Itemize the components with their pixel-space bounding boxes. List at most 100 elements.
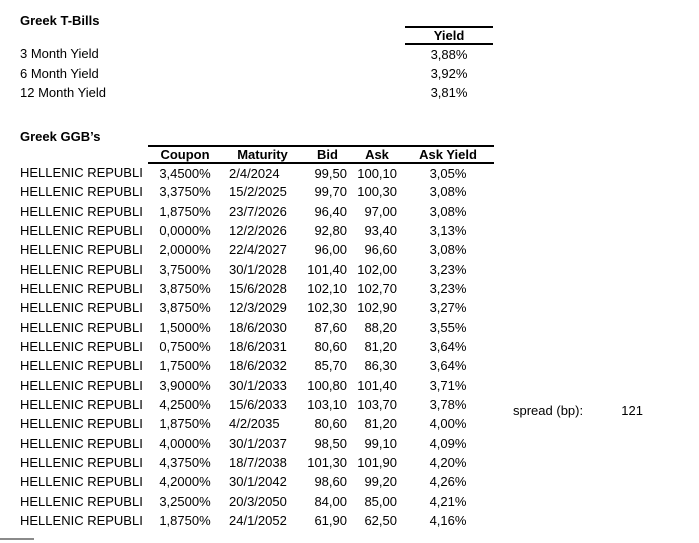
ggbs-header-spacer — [20, 146, 148, 163]
bond-bid: 87,60 — [314, 319, 347, 335]
bond-coupon: 3,8750% — [159, 300, 211, 316]
bond-bid: 96,00 — [314, 242, 347, 258]
bond-coupon: 1,8750% — [159, 416, 211, 432]
bond-issuer: HELLENIC REPUBLI — [20, 339, 143, 355]
bond-bid: 98,50 — [314, 435, 347, 451]
bond-ask-yield: 4,21% — [429, 493, 467, 509]
bond-issuer: HELLENIC REPUBLI — [20, 358, 143, 374]
ggb-bond-row: HELLENIC REPUBLI 3,4500% 2/4/2024 99,50 100,… — [20, 163, 494, 182]
bond-bid: 98,60 — [314, 474, 347, 490]
bond-maturity: 15/6/2033 — [229, 397, 287, 413]
bond-issuer: HELLENIC REPUBLI — [20, 377, 143, 393]
ggb-bond-row: HELLENIC REPUBLI 0,7500% 18/6/2031 80,60 81,… — [20, 337, 494, 356]
bond-maturity: 12/2/2026 — [229, 223, 287, 239]
bond-bid: 61,90 — [314, 513, 347, 529]
bond-maturity: 15/2/2025 — [229, 184, 287, 200]
bond-maturity: 18/6/2031 — [229, 339, 287, 355]
partial-cell-border — [0, 538, 34, 540]
ggbs-column-header: Coupon — [148, 145, 222, 164]
tbill-row: 12 Month Yield 3,81% — [20, 83, 493, 102]
tbills-table: Yield 3 Month Yield 3,88% 6 Month Yield 3,9… — [20, 26, 493, 102]
ggb-bond-row: HELLENIC REPUBLI 1,5000% 18/6/2030 87,60 88,… — [20, 318, 494, 337]
ggb-bond-row: HELLENIC REPUBLI 3,3750% 15/2/2025 99,70 100… — [20, 182, 494, 201]
bond-maturity: 18/6/2030 — [229, 319, 287, 335]
bond-ask-yield: 3,23% — [429, 281, 467, 297]
bond-coupon: 2,0000% — [159, 242, 211, 258]
bond-issuer: HELLENIC REPUBLI — [20, 493, 143, 509]
bond-coupon: 3,9000% — [159, 377, 211, 393]
bond-maturity: 30/1/2028 — [229, 261, 287, 277]
bond-issuer: HELLENIC REPUBLI — [20, 455, 143, 471]
tbill-row: 6 Month Yield 3,92% — [20, 63, 493, 82]
bond-maturity: 23/7/2026 — [229, 203, 287, 219]
bond-bid: 102,10 — [307, 281, 347, 297]
ggb-bond-row: HELLENIC REPUBLI 3,7500% 30/1/2028 101,40 10… — [20, 260, 494, 279]
ggb-bond-row: HELLENIC REPUBLI 1,8750% 23/7/2026 96,40 97,… — [20, 202, 494, 221]
tbill-yield-value: 3,92% — [430, 65, 468, 81]
bond-bid: 101,30 — [307, 455, 347, 471]
bond-ask-yield: 3,64% — [429, 358, 467, 374]
ggb-bond-row: HELLENIC REPUBLI 4,0000% 30/1/2037 98,50 99,… — [20, 434, 494, 453]
bond-maturity: 2/4/2024 — [229, 165, 280, 181]
tbills-yield-column-header: Yield — [405, 26, 493, 45]
bond-issuer: HELLENIC REPUBLI — [20, 203, 143, 219]
bond-issuer: HELLENIC REPUBLI — [20, 242, 143, 258]
bond-ask-yield: 3,05% — [429, 165, 467, 181]
bond-coupon: 1,8750% — [159, 513, 211, 529]
bond-bid: 99,50 — [314, 165, 347, 181]
bond-maturity: 22/4/2027 — [229, 242, 287, 258]
bond-ask-yield: 4,20% — [429, 455, 467, 471]
ggb-bond-row: HELLENIC REPUBLI 2,0000% 22/4/2027 96,00 96,… — [20, 240, 494, 259]
bond-ask-yield: 4,00% — [429, 416, 467, 432]
bond-bid: 103,10 — [307, 397, 347, 413]
bond-coupon: 1,5000% — [159, 319, 211, 335]
ggb-bond-row: HELLENIC REPUBLI 3,2500% 20/3/2050 84,00 85,… — [20, 492, 494, 511]
ggb-bond-row: HELLENIC REPUBLI 3,8750% 12/3/2029 102,30 10… — [20, 298, 494, 317]
tbill-yield-value: 3,88% — [430, 46, 468, 62]
bond-maturity: 4/2/2035 — [229, 416, 280, 432]
bond-bid: 84,00 — [314, 493, 347, 509]
bond-ask: 101,40 — [357, 377, 397, 393]
bond-ask-yield: 3,71% — [429, 377, 467, 393]
bond-coupon: 1,8750% — [159, 203, 211, 219]
bond-coupon: 4,3750% — [159, 455, 211, 471]
bond-coupon: 0,0000% — [159, 223, 211, 239]
bond-coupon: 4,2500% — [159, 397, 211, 413]
bond-bid: 80,60 — [314, 339, 347, 355]
bond-ask-yield: 3,64% — [429, 339, 467, 355]
bond-issuer: HELLENIC REPUBLI — [20, 435, 143, 451]
bond-ask-yield: 4,26% — [429, 474, 467, 490]
bond-bid: 99,70 — [314, 184, 347, 200]
bond-ask: 81,20 — [364, 339, 397, 355]
bond-maturity: 15/6/2028 — [229, 281, 287, 297]
bond-issuer: HELLENIC REPUBLI — [20, 184, 143, 200]
bond-ask-yield: 3,08% — [429, 184, 467, 200]
bond-maturity: 12/3/2029 — [229, 300, 287, 316]
bond-ask: 96,60 — [364, 242, 397, 258]
ggb-bond-row: HELLENIC REPUBLI 4,2000% 30/1/2042 98,60 99,… — [20, 472, 494, 491]
bond-issuer: HELLENIC REPUBLI — [20, 474, 143, 490]
bond-ask: 100,30 — [357, 184, 397, 200]
bond-ask-yield: 3,78% — [429, 397, 467, 413]
bond-ask: 99,10 — [364, 435, 397, 451]
ggb-bond-row: HELLENIC REPUBLI 0,0000% 12/2/2026 92,80 93,… — [20, 221, 494, 240]
tbill-yield-value: 3,81% — [430, 84, 468, 100]
bond-coupon: 4,2000% — [159, 474, 211, 490]
ggbs-section-title: Greek GGB’s — [20, 129, 101, 144]
bond-maturity: 30/1/2037 — [229, 435, 287, 451]
spread-value: 121 — [621, 403, 643, 418]
bond-ask-yield: 3,55% — [429, 319, 467, 335]
ggbs-column-header: Bid — [303, 145, 352, 164]
bond-maturity: 18/6/2032 — [229, 358, 287, 374]
ggb-bond-row: HELLENIC REPUBLI 1,8750% 4/2/2035 80,60 81,2… — [20, 414, 494, 433]
bond-coupon: 3,4500% — [159, 165, 211, 181]
ggb-bond-row: HELLENIC REPUBLI 3,8750% 15/6/2028 102,10 10… — [20, 279, 494, 298]
bond-ask: 102,70 — [357, 281, 397, 297]
bond-ask: 100,10 — [357, 165, 397, 181]
bond-ask-yield: 3,08% — [429, 203, 467, 219]
bond-ask: 101,90 — [357, 455, 397, 471]
bond-bid: 96,40 — [314, 203, 347, 219]
bond-ask-yield: 3,23% — [429, 261, 467, 277]
tbill-label: 3 Month Yield — [20, 46, 99, 62]
